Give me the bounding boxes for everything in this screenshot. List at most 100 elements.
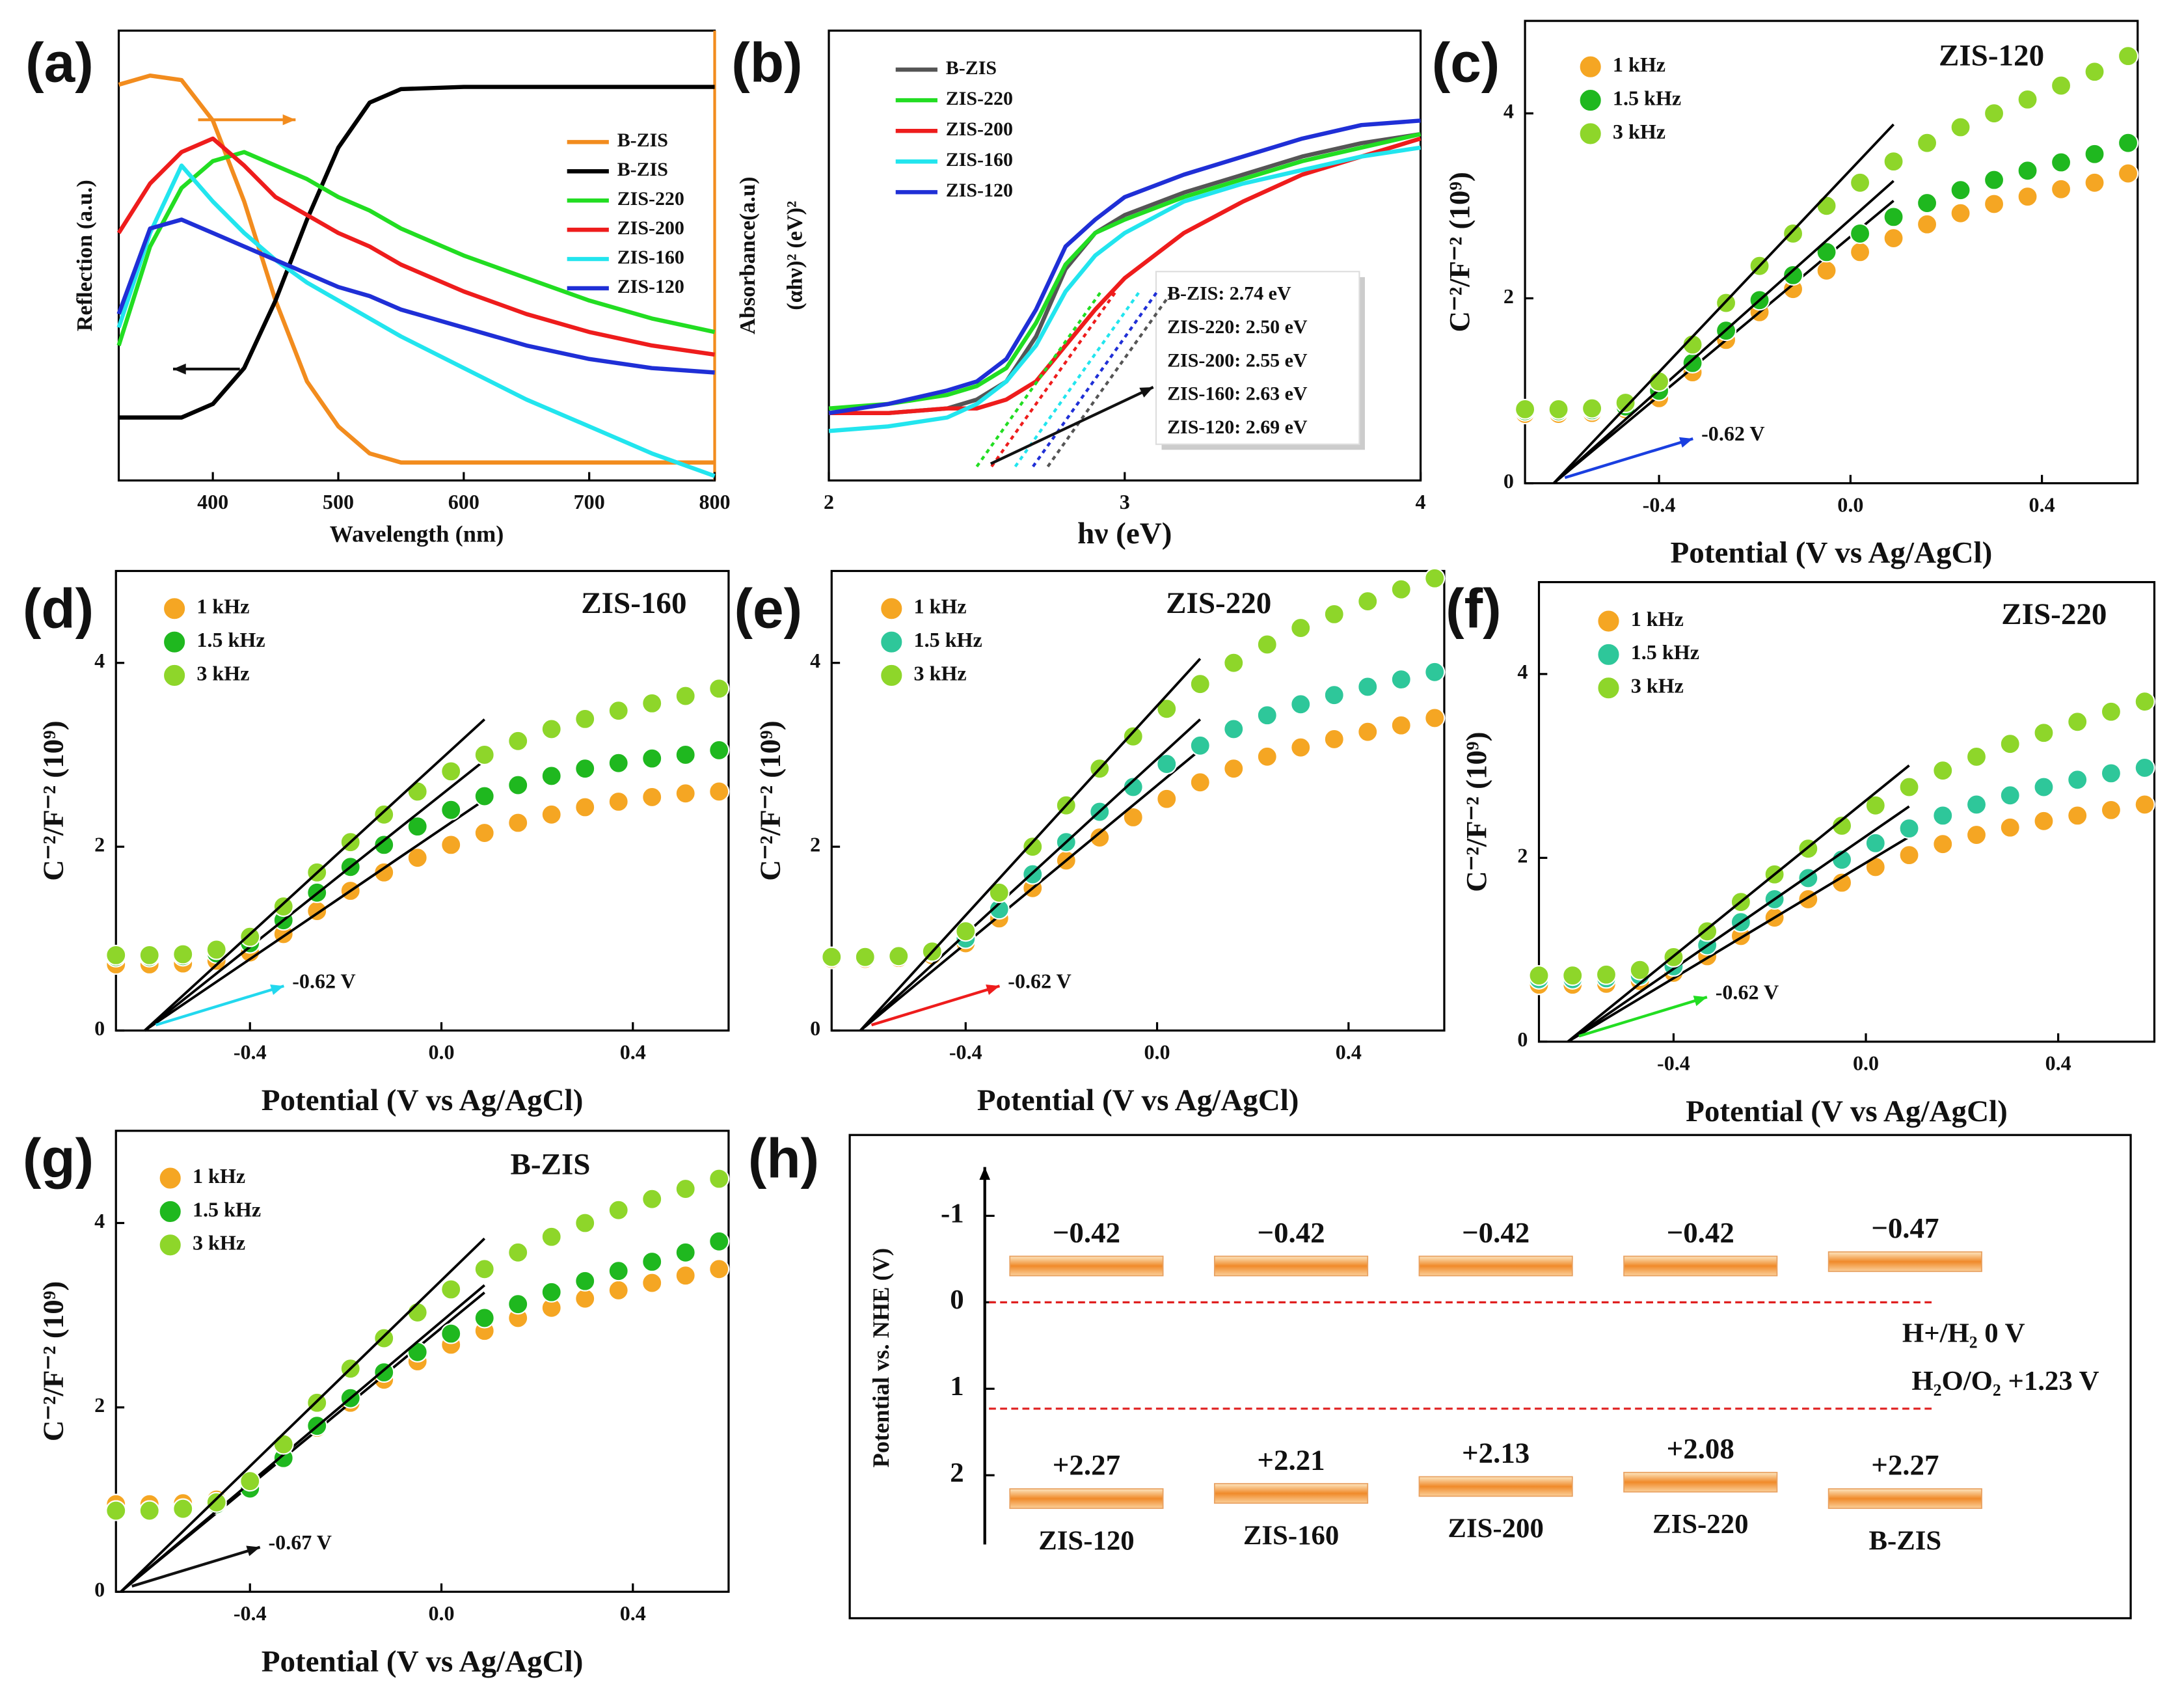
data-point <box>440 761 462 782</box>
panel-label: (a) <box>25 32 94 94</box>
data-point <box>373 1361 395 1383</box>
data-point <box>1965 794 1988 815</box>
legend-marker <box>880 597 904 621</box>
gap-box <box>1155 271 1360 445</box>
gap-sample: ZIS-120 <box>1167 416 1234 438</box>
data-point <box>641 1272 663 1294</box>
legend-marker <box>158 1166 182 1190</box>
y-tick-label: 0 <box>94 1016 105 1040</box>
y-tick-label: 4 <box>1503 100 1514 123</box>
data-point <box>821 946 843 968</box>
panel-title: ZIS-220 <box>1166 586 1271 620</box>
arrow-line <box>155 985 285 1027</box>
data-point <box>2134 691 2155 713</box>
fit-line <box>1567 836 1910 1043</box>
legend-marker <box>880 630 904 654</box>
series-line <box>828 118 1421 415</box>
data-point <box>1898 818 1920 839</box>
panel-title: ZIS-160 <box>581 586 686 620</box>
legend-label: 1.5 kHz <box>1631 640 1699 664</box>
data-point <box>608 700 629 722</box>
tangent-line <box>1014 290 1141 468</box>
panel-label: (g) <box>23 1128 94 1190</box>
data-point <box>1932 834 1954 855</box>
data-point <box>1999 785 2021 806</box>
y-axis-label: Reflection (a.u.) <box>72 180 97 331</box>
legend-marker <box>162 630 187 654</box>
x-axis-label: Potential (V vs Ag/AgCl) <box>977 1083 1299 1117</box>
legend-marker <box>1597 642 1621 667</box>
data-point <box>206 1491 227 1513</box>
data-point <box>1223 652 1245 673</box>
band-edge-bar <box>1009 1255 1164 1277</box>
data-point <box>675 1265 696 1286</box>
data-point <box>2100 763 2122 784</box>
data-point <box>1950 180 1971 201</box>
data-point <box>1816 195 1837 217</box>
data-point <box>1629 959 1651 981</box>
x-axis-label: Potential (V vs Ag/AgCl) <box>1671 536 1993 570</box>
data-point <box>541 1281 562 1303</box>
data-point <box>574 708 596 729</box>
x-axis-label: Potential (V vs Ag/AgCl) <box>1686 1094 2008 1128</box>
legend-marker <box>1597 609 1621 633</box>
legend-label: 3 kHz <box>914 661 967 685</box>
legend-marker <box>1578 122 1602 146</box>
data-point <box>1850 172 1871 193</box>
fit-line <box>144 759 485 1032</box>
band-edge-label: +2.27 <box>1053 1448 1120 1481</box>
arrow-head <box>1678 437 1693 448</box>
data-point <box>474 1307 495 1329</box>
gap-value: : 2.69 eV <box>1234 416 1308 438</box>
data-point <box>1189 735 1211 756</box>
data-point <box>407 1341 428 1363</box>
data-point <box>440 1323 462 1344</box>
data-point <box>507 812 529 834</box>
reference-label: H₂O/O₂ +1.23 V <box>1911 1366 2099 1396</box>
y-axis-label: (αhν)² (eV)² <box>783 201 807 310</box>
data-point <box>708 1258 730 1280</box>
data-point <box>1682 334 1703 355</box>
data-point <box>206 939 227 960</box>
y-tick-label: 2 <box>1503 284 1514 308</box>
y-tick-label: 0 <box>810 1016 820 1040</box>
data-point <box>2033 810 2055 832</box>
band-edge-label: −0.42 <box>1667 1216 1734 1249</box>
x-tick-label: 0.0 <box>1144 1040 1170 1063</box>
legend-marker <box>1597 676 1621 700</box>
data-point <box>172 944 194 965</box>
data-point <box>2051 75 2072 96</box>
x-tick-label: 500 <box>323 490 354 513</box>
band-edge-bar <box>1623 1471 1778 1493</box>
flat-band-label: -0.62 V <box>1701 422 1764 445</box>
band-edge-label: +2.13 <box>1462 1437 1530 1469</box>
data-point <box>2017 88 2038 110</box>
band-edge-label: −0.42 <box>1462 1216 1530 1249</box>
legend-marker <box>880 663 904 688</box>
data-point <box>2084 61 2105 83</box>
data-point <box>2084 143 2105 165</box>
panel-label: (f) <box>1446 578 1502 640</box>
flat-band-label: -0.62 V <box>1716 980 1779 1003</box>
band-edge-bar <box>1827 1488 1982 1509</box>
data-point <box>708 1168 730 1189</box>
data-point <box>1865 832 1886 854</box>
legend-label: 1.5 kHz <box>196 628 265 651</box>
data-point <box>955 921 977 942</box>
data-point <box>440 1279 462 1300</box>
data-point <box>1357 676 1379 698</box>
flat-band-label: -0.62 V <box>292 969 355 992</box>
y-axis-label: Potential vs. NHE (V) <box>868 1248 894 1467</box>
data-point <box>574 796 596 818</box>
legend-marker <box>1578 88 1602 113</box>
data-point <box>1323 685 1345 706</box>
legend-marker <box>158 1233 182 1257</box>
legend-label: 3 kHz <box>1631 674 1684 698</box>
data-point <box>574 1288 596 1309</box>
fit-line <box>859 658 1202 1032</box>
x-tick-label: 0.0 <box>1837 493 1863 516</box>
data-point <box>574 758 596 780</box>
legend-label: ZIS-120 <box>946 180 1013 201</box>
data-point <box>2134 757 2155 778</box>
data-point <box>1932 805 1954 826</box>
